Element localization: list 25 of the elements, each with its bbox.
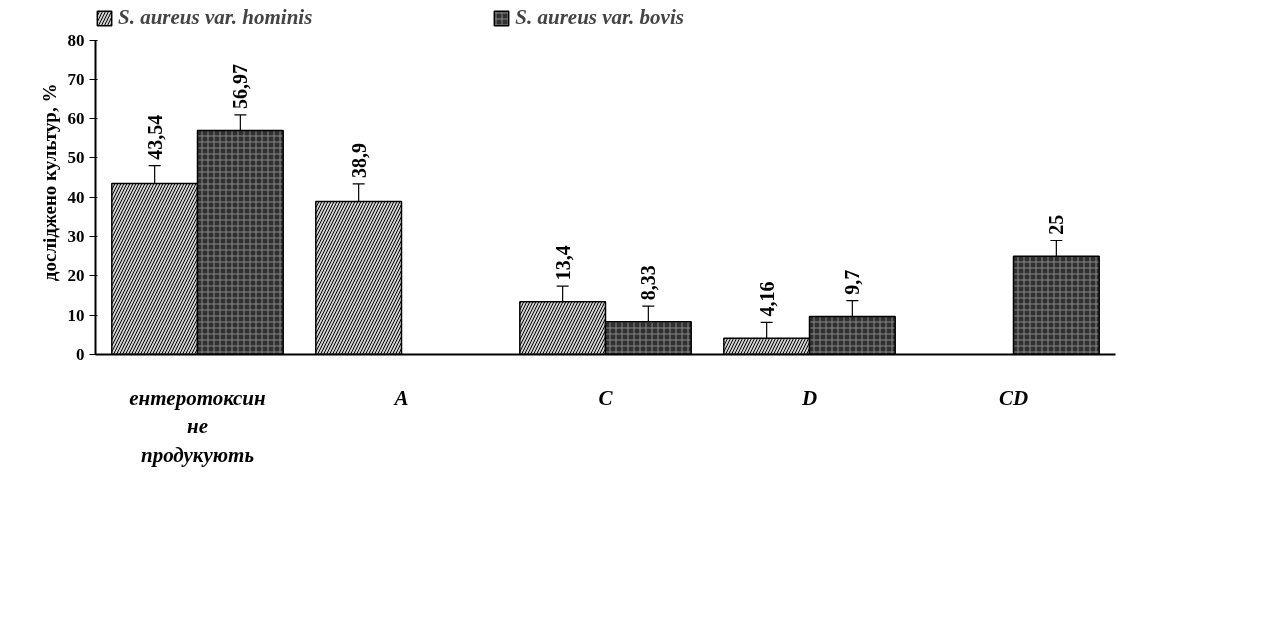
data-label: 9,7 (841, 269, 864, 295)
y-tick-label: 30 (67, 227, 85, 247)
data-label: 43,54 (143, 114, 166, 160)
x-tick-label: D (800, 385, 818, 410)
x-tick-label: CD (998, 385, 1029, 410)
legend-label: S. aureus var. hominis (118, 5, 313, 30)
legend-label: S. aureus var. bovis (515, 5, 684, 30)
x-tick-label: A (392, 385, 409, 410)
y-tick-label: 20 (67, 266, 85, 286)
data-label: 4,16 (755, 281, 778, 317)
y-tick-label: 0 (76, 345, 85, 364)
y-tick-label: 60 (67, 109, 85, 129)
y-tick-label: 80 (67, 30, 85, 50)
y-tick-label: 50 (67, 148, 85, 168)
y-tick-label: 10 (67, 305, 85, 325)
y-tick-label: 70 (67, 69, 85, 89)
y-tick-label: 40 (67, 187, 85, 207)
x-tick-label: ентеротоксин не продукують (129, 385, 266, 468)
y-axis-title: досліджено культур, % (38, 83, 60, 282)
x-tick-label: C (598, 385, 614, 410)
data-label: 56,97 (229, 63, 252, 109)
data-label: 8,33 (637, 265, 660, 301)
data-label: 38,9 (347, 143, 370, 179)
data-label: 25 (1045, 214, 1068, 235)
data-label: 13,4 (551, 245, 574, 281)
